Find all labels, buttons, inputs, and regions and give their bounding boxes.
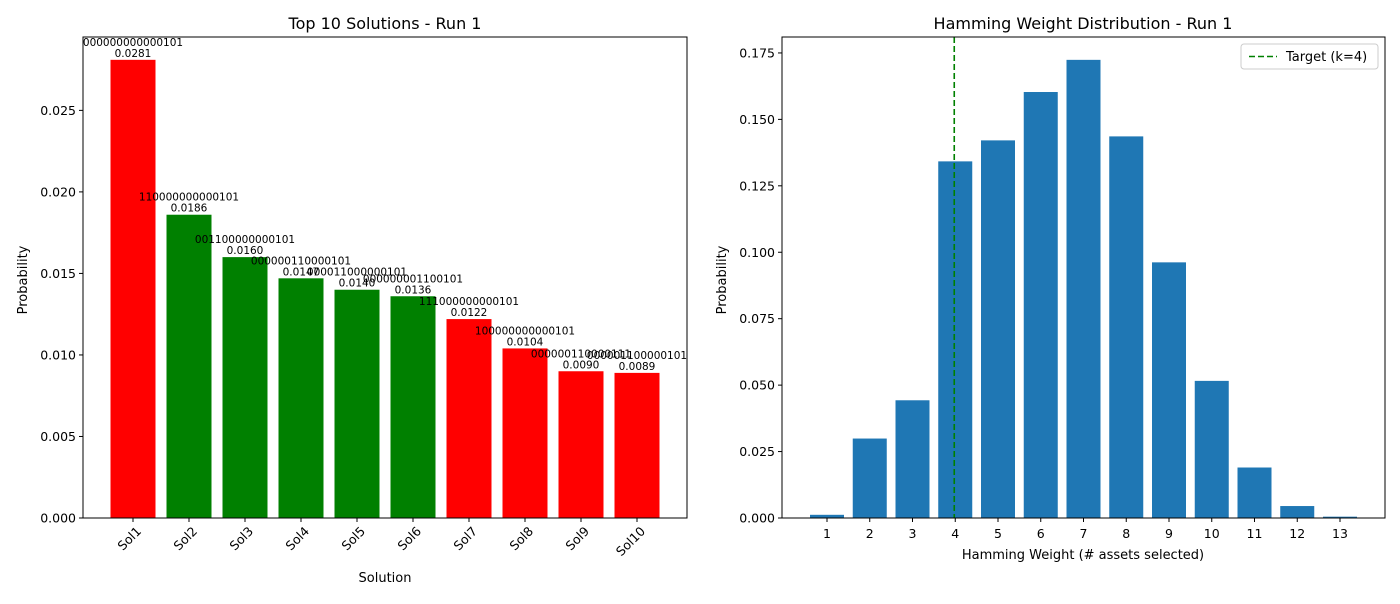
- x-tick-label: 2: [866, 526, 874, 541]
- weight-bar: [938, 161, 973, 518]
- chart2-ylabel: Probability: [715, 245, 730, 314]
- bar-value-label: 0.0140: [339, 278, 376, 290]
- chart1-ylabel: Probability: [16, 245, 31, 314]
- x-tick-label: 4: [951, 526, 959, 541]
- weight-bar: [895, 400, 930, 518]
- bar-value-label: 0.0122: [451, 307, 488, 319]
- bar-value-label: 0.0160: [227, 245, 264, 257]
- y-tick-label: 0.125: [739, 178, 775, 193]
- bar-value-label: 0.0090: [563, 359, 600, 371]
- x-tick-label: Sol10: [613, 523, 648, 558]
- x-tick-label: Sol8: [506, 523, 536, 553]
- solution-bar: [446, 319, 492, 518]
- weight-bar: [1323, 516, 1357, 518]
- legend-target-label: Target (k=4): [1285, 50, 1367, 65]
- x-tick-label: 8: [1122, 526, 1130, 541]
- x-tick-label: Sol9: [562, 523, 592, 553]
- solution-bar: [110, 59, 156, 518]
- legend-box: [1240, 43, 1379, 70]
- top-solutions-chart: Top 10 Solutions - Run 1 Solution Probab…: [16, 14, 688, 586]
- bar-value-label: 0.0136: [395, 284, 432, 296]
- bar-value-label: 0.0089: [619, 361, 656, 373]
- weight-bar: [1194, 380, 1229, 518]
- y-tick-label: 0.175: [739, 45, 775, 60]
- bar-bitstring-label: 000000000000101: [83, 37, 183, 49]
- bar-value-label: 0.0104: [507, 336, 544, 348]
- y-tick-label: 0.150: [739, 112, 775, 127]
- weight-bar: [1023, 92, 1058, 518]
- bar-value-label: 0.0186: [171, 203, 208, 215]
- y-tick-label: 0.020: [40, 184, 76, 199]
- y-tick-label: 0.050: [739, 378, 775, 393]
- x-tick-label: 10: [1204, 526, 1220, 541]
- bar-bitstring-label: 110000000000101: [139, 192, 239, 204]
- weight-bar: [852, 438, 887, 518]
- weight-bar: [810, 514, 844, 518]
- x-tick-label: 9: [1165, 526, 1173, 541]
- x-tick-label: 6: [1037, 526, 1045, 541]
- y-tick-label: 0.025: [40, 103, 76, 118]
- legend: Target (k=4): [1240, 43, 1379, 70]
- bar-bitstring-label: 000000001100101: [363, 273, 463, 285]
- solution-bar: [334, 289, 380, 518]
- bar-bitstring-label: 000000110000111: [531, 348, 631, 360]
- x-tick-label: Sol7: [450, 524, 480, 554]
- y-tick-label: 0.100: [739, 245, 775, 260]
- chart1-plot-frame: [82, 36, 688, 519]
- solution-bar: [278, 278, 324, 518]
- weight-bar: [1066, 59, 1101, 518]
- chart1-title: Top 10 Solutions - Run 1: [288, 14, 482, 33]
- x-tick-label: 13: [1332, 526, 1348, 541]
- bar-bitstring-label: 100000000000101: [475, 325, 575, 337]
- y-tick-label: 0.000: [739, 511, 775, 526]
- x-tick-label: 5: [994, 526, 1002, 541]
- chart1-xlabel: Solution: [359, 571, 412, 586]
- bar-bitstring-label: 000000110000101: [251, 255, 351, 267]
- x-tick-label: Sol6: [394, 523, 424, 553]
- bar-value-label: 0.0281: [115, 48, 152, 60]
- y-tick-label: 0.010: [40, 347, 76, 362]
- x-tick-label: Sol2: [170, 524, 200, 554]
- bar-bitstring-label: 111000000000101: [419, 296, 519, 308]
- x-tick-label: 7: [1080, 526, 1088, 541]
- solution-bar: [222, 257, 268, 518]
- bar-value-label: 0.0147: [283, 266, 320, 278]
- solution-bar: [558, 371, 604, 518]
- solution-bar: [166, 214, 212, 519]
- chart2-xlabel: Hamming Weight (# assets selected): [962, 548, 1204, 563]
- chart2-title: Hamming Weight Distribution - Run 1: [934, 14, 1233, 33]
- y-tick-label: 0.015: [40, 266, 76, 281]
- y-tick-label: 0.005: [40, 429, 76, 444]
- x-tick-label: 3: [909, 526, 917, 541]
- bar-bitstring-label: 001100000000101: [195, 234, 295, 246]
- solution-bar: [502, 348, 548, 518]
- y-tick-label: 0.000: [40, 511, 76, 526]
- weight-bar: [1280, 506, 1315, 518]
- x-tick-label: Sol1: [114, 524, 144, 554]
- weight-bar: [981, 140, 1015, 519]
- y-tick-label: 0.075: [739, 311, 775, 326]
- weight-bar: [1152, 262, 1186, 518]
- bar-bitstring-label: 000001100000101: [587, 350, 687, 362]
- weight-bar: [1237, 467, 1272, 518]
- y-tick-label: 0.025: [739, 444, 775, 459]
- bar-bitstring-label: 000011000000101: [307, 267, 407, 279]
- hamming-weight-chart: Hamming Weight Distribution - Run 1 Hamm…: [715, 14, 1386, 563]
- weight-bar: [1109, 136, 1144, 518]
- x-tick-label: 1: [823, 526, 831, 541]
- x-tick-label: Sol5: [338, 524, 368, 554]
- x-tick-label: Sol3: [226, 524, 256, 554]
- x-tick-label: 12: [1289, 526, 1305, 541]
- chart2-plot-frame: [781, 36, 1386, 519]
- solution-bar: [390, 296, 436, 518]
- x-tick-label: Sol4: [282, 523, 312, 553]
- solution-bar: [614, 372, 660, 518]
- x-tick-label: 11: [1247, 526, 1263, 541]
